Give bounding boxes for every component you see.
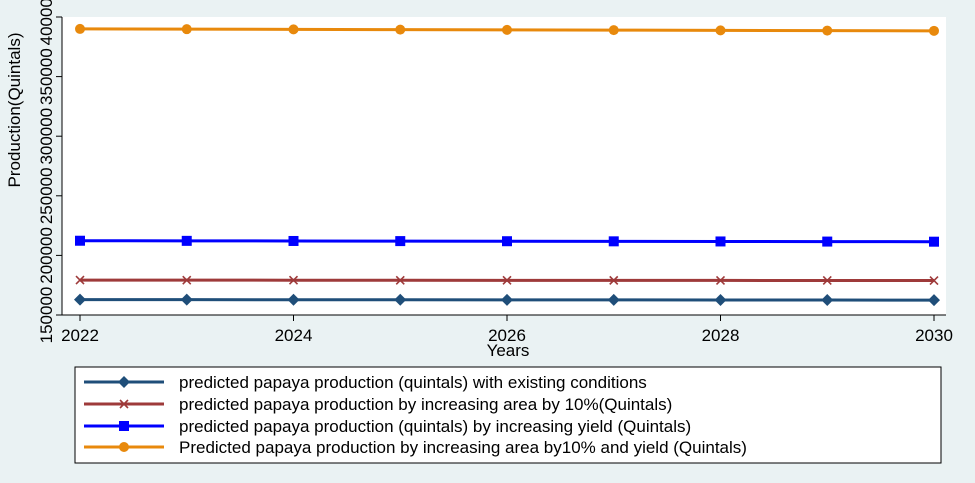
data-point-square-marker xyxy=(822,236,833,247)
series-lines xyxy=(74,23,940,307)
data-point-circle-marker xyxy=(715,25,726,36)
data-point-diamond-marker xyxy=(180,293,193,306)
data-point-x-marker xyxy=(929,275,939,286)
x-tick-label: 2024 xyxy=(275,326,313,345)
x-tick-label: 2022 xyxy=(61,326,99,345)
data-point-x-marker xyxy=(395,275,405,285)
data-point-square-marker xyxy=(502,236,512,247)
x-axis-title: Years xyxy=(487,341,530,360)
y-tick-label: 200000 xyxy=(37,227,56,284)
data-point-diamond-marker xyxy=(714,293,727,306)
x-tick-label: 2028 xyxy=(702,326,740,345)
y-axis-title: Production(Quintals) xyxy=(5,33,24,188)
data-point-circle-marker xyxy=(822,25,833,36)
data-point-diamond-marker xyxy=(74,293,86,306)
y-tick-label: 300000 xyxy=(37,108,56,165)
data-point-x-marker xyxy=(502,275,512,285)
x-tick-label: 2026 xyxy=(488,326,526,345)
x-tick-label: 2030 xyxy=(915,326,953,345)
data-point-diamond-marker xyxy=(928,294,940,307)
data-point-circle-marker xyxy=(75,23,85,34)
legend-label: Predicted papaya production by increasin… xyxy=(179,438,747,457)
legend-label: predicted papaya production (quintals) b… xyxy=(179,417,691,436)
ticks: 150000 200000 250000 300000 350000 400000 2022… xyxy=(37,0,953,345)
legend-box xyxy=(74,366,942,464)
y-tick-label: 350000 xyxy=(37,48,56,105)
data-point-x-marker xyxy=(715,275,726,285)
legend-circle-marker xyxy=(119,442,129,452)
data-point-x-marker xyxy=(288,275,299,285)
data-point-square-marker xyxy=(395,236,406,247)
data-point-x-marker xyxy=(822,275,832,286)
data-point-circle-marker xyxy=(288,24,299,35)
y-tick-label: 400000 xyxy=(37,0,56,45)
data-point-circle-marker xyxy=(608,25,619,36)
data-point-circle-marker xyxy=(181,24,192,35)
plot-area xyxy=(62,17,946,315)
data-point-circle-marker xyxy=(929,25,939,36)
data-point-square-marker xyxy=(608,236,619,247)
data-point-square-marker xyxy=(929,236,939,247)
data-point-x-marker xyxy=(609,275,619,285)
data-point-x-marker xyxy=(75,275,85,285)
data-point-x-marker xyxy=(182,275,192,285)
legend-label: predicted papaya production by increasin… xyxy=(179,395,672,414)
data-point-circle-marker xyxy=(395,24,406,35)
data-point-square-marker xyxy=(181,235,192,246)
legend-diamond-marker xyxy=(118,376,130,388)
data-point-diamond-marker xyxy=(501,293,513,306)
data-point-diamond-marker xyxy=(394,293,407,306)
data-point-square-marker xyxy=(288,235,299,246)
legend-label: predicted papaya production (quintals) w… xyxy=(179,373,647,392)
data-point-circle-marker xyxy=(502,24,512,35)
y-tick-label: 150000 xyxy=(37,287,56,344)
data-point-diamond-marker xyxy=(287,293,300,306)
legend: predicted papaya production (quintals) w… xyxy=(84,373,747,457)
legend-x-marker xyxy=(119,399,129,409)
data-point-square-marker xyxy=(715,236,726,247)
data-point-diamond-marker xyxy=(821,294,834,307)
y-tick-label: 250000 xyxy=(37,167,56,224)
legend-square-marker xyxy=(119,421,129,431)
data-point-diamond-marker xyxy=(607,293,620,306)
data-point-square-marker xyxy=(75,235,85,246)
